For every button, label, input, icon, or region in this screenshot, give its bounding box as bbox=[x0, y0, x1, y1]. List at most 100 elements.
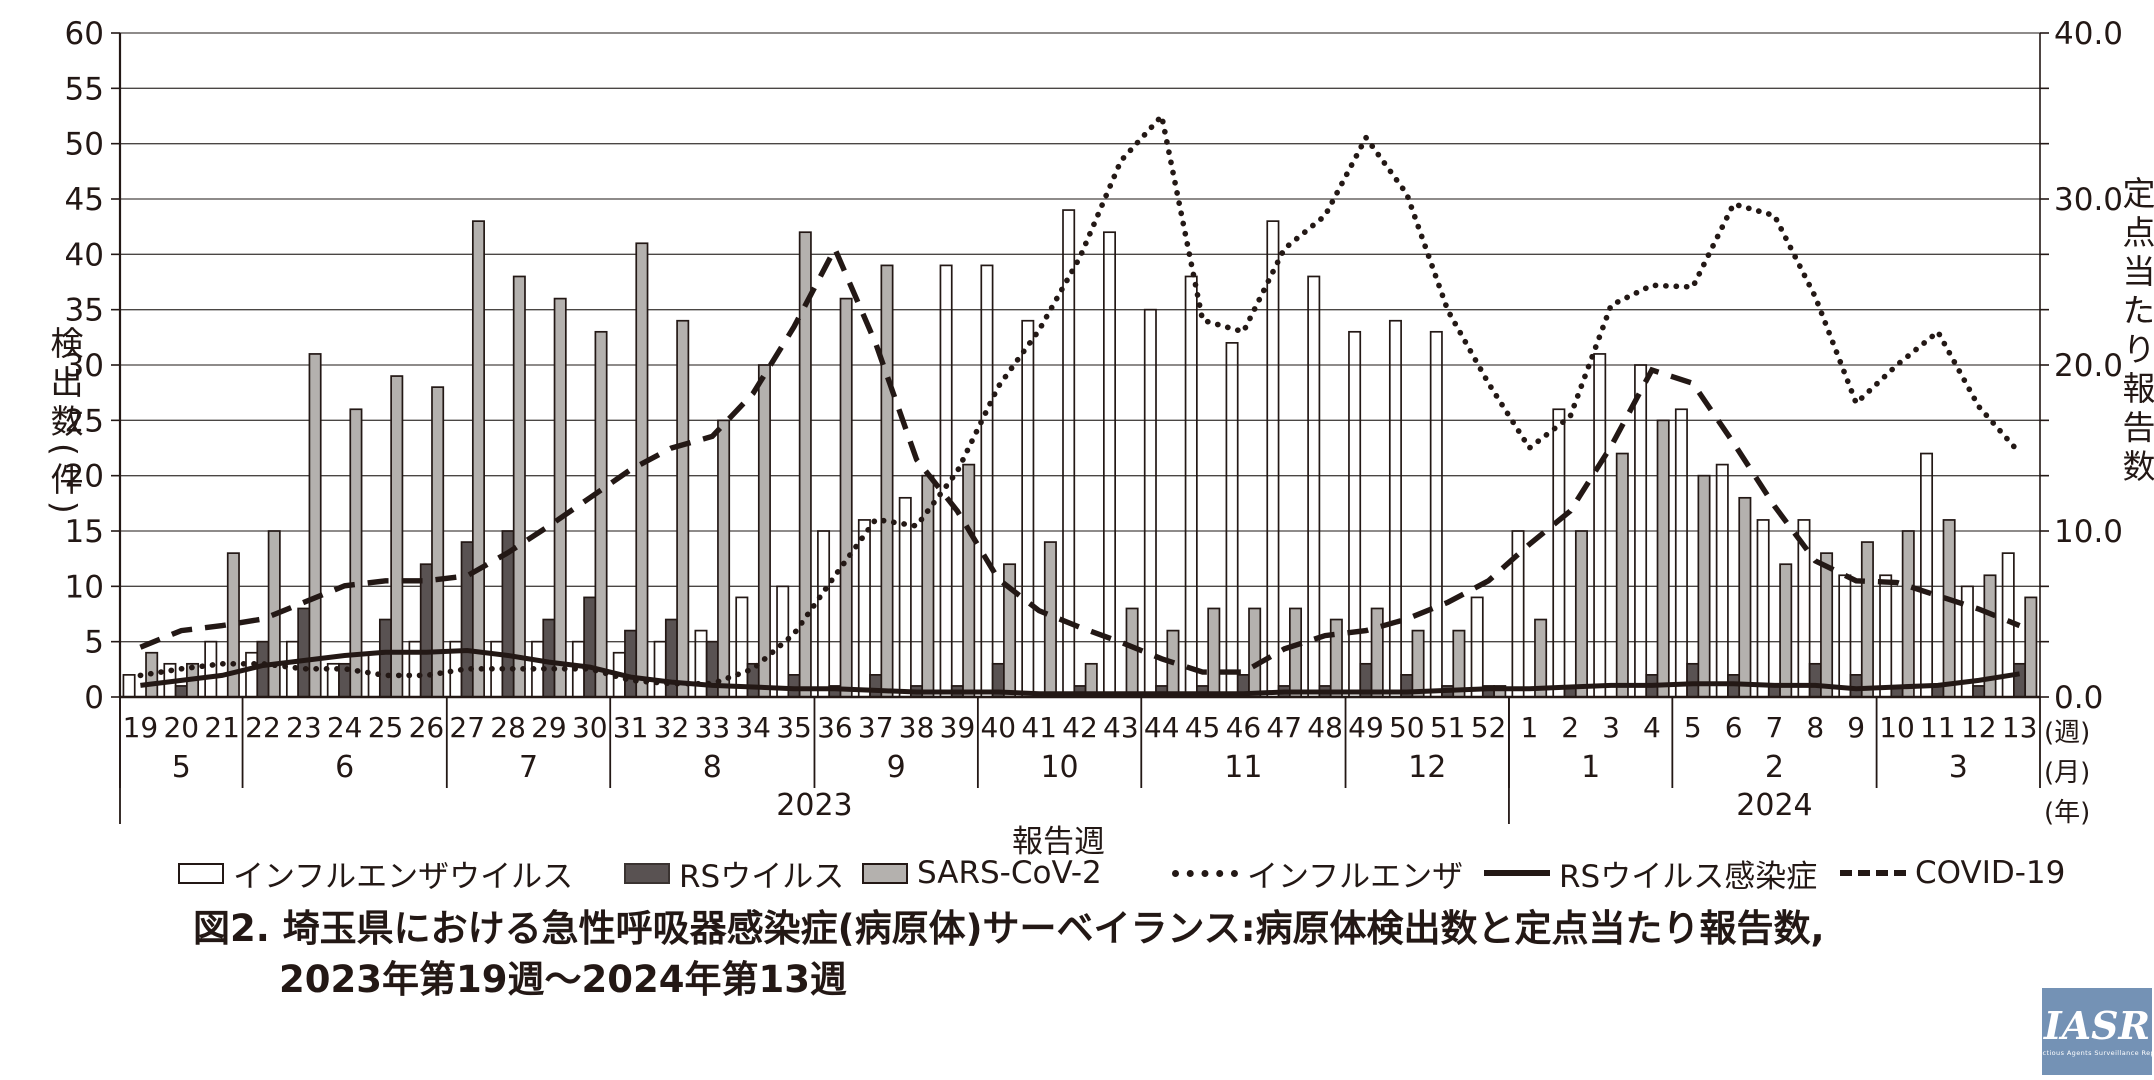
bar bbox=[583, 596, 597, 698]
bar bbox=[122, 674, 136, 698]
axis-tick-labels: 0 5 10 15 20 25 30 35 40 45 50 55 60 0.0 10.0 20.0 30.0 4… bbox=[65, 16, 2123, 716]
x-year-label: 2023 bbox=[776, 788, 852, 823]
bar bbox=[624, 629, 638, 698]
bar bbox=[1411, 629, 1425, 698]
bar bbox=[817, 530, 831, 698]
x-month-label: 7 bbox=[519, 750, 538, 785]
x-month-label: 10 bbox=[1040, 750, 1078, 785]
bar bbox=[676, 319, 690, 698]
bar bbox=[390, 375, 404, 698]
bar bbox=[653, 640, 667, 698]
x-week-label: 24 bbox=[327, 711, 363, 744]
x-week-label: 31 bbox=[613, 711, 649, 744]
bar bbox=[1942, 519, 1956, 698]
bar bbox=[1184, 275, 1198, 698]
y-axis-tick-label: 25 bbox=[65, 403, 104, 439]
x-month-label: 11 bbox=[1224, 750, 1262, 785]
x-month-label: 6 bbox=[335, 750, 354, 785]
dotted-line-icon bbox=[1172, 869, 1238, 877]
bar bbox=[1307, 275, 1321, 698]
x-month-label: 2 bbox=[1765, 750, 1784, 785]
legend-item-influenza-line: インフルエンザ bbox=[1172, 856, 1463, 895]
iasr-logo: IASR Infectious Agents Surveillance Repo… bbox=[2029, 988, 2154, 1075]
x-month-label: 8 bbox=[703, 750, 722, 785]
bar bbox=[1534, 618, 1548, 698]
x-week-label: 28 bbox=[490, 711, 526, 744]
x-week-label: 40 bbox=[980, 711, 1016, 744]
x-month-label: 1 bbox=[1581, 750, 1600, 785]
legend-label: COVID-19 bbox=[1915, 855, 2066, 891]
x-week-label: 4 bbox=[1643, 711, 1661, 744]
legend-label: インフルエンザウイルス bbox=[233, 858, 574, 895]
bar bbox=[1901, 530, 1915, 698]
x-week-label: 51 bbox=[1430, 711, 1466, 744]
bar bbox=[297, 607, 311, 698]
bar bbox=[1715, 463, 1729, 698]
figure-caption-line2: 2023年第19週〜2024年第13週 bbox=[279, 958, 847, 1001]
x-axis-title: 報告週 bbox=[1012, 824, 1105, 860]
bar bbox=[1820, 552, 1834, 698]
x-week-label: 48 bbox=[1307, 711, 1343, 744]
x-week-label: 26 bbox=[409, 711, 445, 744]
bar bbox=[1593, 353, 1607, 698]
bar bbox=[735, 596, 749, 698]
x-week-label: 9 bbox=[1847, 711, 1865, 744]
rs-virus-bar-swatch-icon bbox=[624, 862, 670, 884]
x-week-label: 32 bbox=[654, 711, 690, 744]
figure-caption-line1: 図2. 埼玉県における急性呼吸器感染症(病原体)サーベイランス:病原体検出数と定… bbox=[193, 907, 1825, 950]
bar bbox=[717, 419, 731, 698]
y-axis-tick-label: 10 bbox=[65, 569, 104, 605]
bar bbox=[705, 640, 719, 698]
bar bbox=[787, 674, 801, 698]
bar bbox=[2013, 662, 2027, 698]
bar bbox=[1266, 220, 1280, 698]
x-week-label: 5 bbox=[1684, 711, 1702, 744]
legend-label: SARS-CoV-2 bbox=[917, 855, 1102, 891]
x-week-label: 8 bbox=[1806, 711, 1824, 744]
bar bbox=[204, 640, 218, 698]
bar bbox=[939, 264, 953, 698]
y-axis-tick-label: 60 bbox=[65, 16, 104, 52]
right-axis-tick-label: 30.0 bbox=[2054, 182, 2123, 218]
y-axis-tick-label: 0 bbox=[84, 680, 104, 716]
legend-item-influenza-virus: インフルエンザウイルス bbox=[178, 856, 573, 895]
bar bbox=[1248, 607, 1262, 698]
y-axis-tick-label: 50 bbox=[65, 127, 104, 163]
bar bbox=[1920, 452, 1934, 698]
bar bbox=[512, 275, 526, 698]
x-week-label: 6 bbox=[1725, 711, 1743, 744]
bar bbox=[1738, 496, 1752, 698]
y-axis-tick-label: 45 bbox=[65, 182, 104, 218]
bar bbox=[308, 353, 322, 698]
figure-caption: 図2. 埼玉県における急性呼吸器感染症(病原体)サーベイランス:病原体検出数と定… bbox=[193, 903, 1825, 1005]
y-axis-tick-label: 5 bbox=[84, 625, 104, 661]
y-axis-tick-label: 40 bbox=[65, 237, 104, 273]
bar bbox=[1879, 574, 1893, 698]
bar bbox=[1656, 419, 1670, 698]
x-week-label: 1 bbox=[1520, 711, 1538, 744]
bar bbox=[542, 618, 556, 698]
line-series-solid bbox=[140, 647, 2020, 697]
bar bbox=[174, 685, 188, 698]
legend-item-rs-infection-line: RSウイルス感染症 bbox=[1484, 856, 1817, 895]
iasr-logo-text: IASR bbox=[2043, 1002, 2151, 1048]
x-month-label: 9 bbox=[887, 750, 906, 785]
y-axis-tick-label: 15 bbox=[65, 514, 104, 550]
bar bbox=[1289, 607, 1303, 698]
bar bbox=[1686, 662, 1700, 698]
right-axis-tick-label: 40.0 bbox=[2054, 16, 2123, 52]
bar bbox=[1143, 308, 1157, 698]
x-week-label: 11 bbox=[1920, 711, 1956, 744]
right-axis-tick-label: 0.0 bbox=[2054, 680, 2103, 716]
x-week-label: 21 bbox=[204, 711, 240, 744]
bar bbox=[757, 364, 771, 698]
x-week-label: 12 bbox=[1961, 711, 1997, 744]
bar bbox=[898, 496, 912, 698]
bar bbox=[1697, 474, 1711, 698]
legend-item-sars-cov-2: SARS-CoV-2 bbox=[862, 855, 1102, 891]
bar bbox=[1103, 231, 1117, 698]
bar bbox=[1470, 596, 1484, 698]
x-week-label: 13 bbox=[2002, 711, 2038, 744]
bar bbox=[635, 242, 649, 698]
